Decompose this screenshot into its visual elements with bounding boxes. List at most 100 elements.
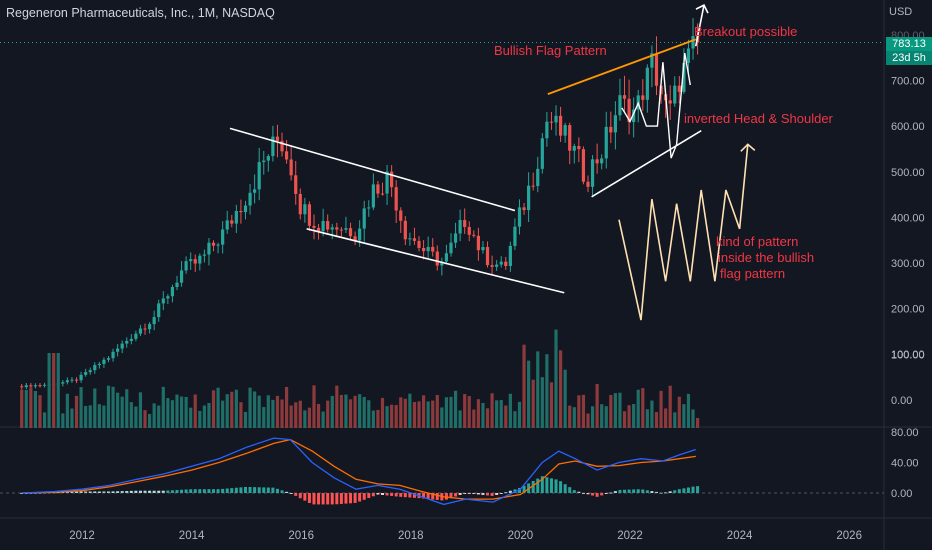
- candle-body: [298, 193, 302, 215]
- annotation-pattern-line3: flag pattern: [720, 266, 785, 281]
- volume-bar: [495, 400, 499, 428]
- macd-histogram-bar: [75, 491, 79, 493]
- volume-bar: [298, 400, 302, 428]
- volume-bar: [179, 396, 184, 428]
- macd-histogram-bar: [435, 493, 439, 500]
- macd-histogram-bar: [536, 478, 540, 493]
- volume-bar: [230, 391, 234, 428]
- macd-histogram-bar: [422, 493, 426, 499]
- candle-body: [362, 208, 366, 229]
- candle-body: [116, 348, 120, 352]
- candle-body: [645, 67, 649, 100]
- volume-bar: [540, 377, 544, 428]
- candle-body: [568, 125, 572, 151]
- volume-bar: [330, 395, 334, 428]
- time-tick-label: 2022: [617, 530, 643, 542]
- candle-body: [321, 221, 325, 232]
- candle-body: [572, 146, 576, 151]
- volume-bar: [216, 387, 220, 428]
- macd-histogram-bar: [230, 488, 234, 493]
- candle-body: [431, 246, 435, 252]
- candle-body: [303, 204, 307, 215]
- time-tick-label: 2016: [288, 530, 314, 542]
- candle-body: [129, 338, 133, 341]
- candle-body: [371, 184, 375, 208]
- macd-histogram-bar: [216, 489, 220, 493]
- macd-histogram-bar: [262, 487, 266, 493]
- volume-bar: [536, 351, 540, 428]
- inverted-hs-drawing: [675, 52, 691, 145]
- candle-body: [444, 253, 449, 262]
- macd-histogram-bar: [554, 479, 558, 493]
- candle-body: [531, 185, 535, 187]
- candle-body: [376, 184, 380, 194]
- volume-bar: [97, 404, 101, 428]
- candle-body: [211, 242, 216, 246]
- candle-body: [33, 385, 38, 387]
- macd-histogram-bar: [454, 493, 458, 497]
- macd-histogram-bar: [595, 493, 599, 497]
- macd-histogram-bar: [102, 491, 106, 493]
- candle-body: [682, 62, 686, 92]
- candle-body: [175, 282, 179, 287]
- symbol-title[interactable]: Regeneron Pharmaceuticals, Inc., 1M, NAS…: [6, 6, 275, 20]
- candle-body: [84, 372, 88, 375]
- candle-body: [522, 207, 526, 211]
- candle-body: [604, 126, 608, 159]
- volume-bar: [664, 408, 668, 428]
- macd-histogram-bar: [152, 490, 156, 493]
- candle-body: [147, 324, 152, 330]
- candle-body: [472, 234, 476, 236]
- volume-bar: [38, 395, 42, 428]
- candle-body: [339, 229, 343, 231]
- candle-body: [312, 225, 316, 228]
- candle-body: [609, 126, 613, 133]
- candle-body: [632, 109, 636, 123]
- candle-body: [348, 228, 353, 237]
- macd-histogram-bar: [271, 487, 275, 493]
- volume-bar: [380, 397, 385, 428]
- candle-body: [540, 138, 544, 169]
- volume-bar: [677, 396, 681, 428]
- volume-bar: [193, 394, 197, 428]
- macd-histogram-bar: [148, 490, 152, 493]
- candle-body: [221, 229, 225, 245]
- candle-body: [120, 343, 124, 349]
- macd-histogram-bar: [335, 493, 339, 505]
- candle-body: [513, 226, 517, 246]
- macd-histogram-bar: [298, 493, 302, 499]
- candle-body: [152, 317, 156, 325]
- volume-bar: [463, 394, 467, 428]
- candle-body: [330, 227, 334, 230]
- candle-body: [467, 226, 471, 235]
- candle-body: [243, 205, 248, 213]
- macd-histogram-bar: [495, 493, 499, 495]
- volume-bar: [613, 393, 617, 428]
- volume-bar: [641, 388, 645, 428]
- volume-bar: [353, 395, 357, 428]
- macd-histogram-bar: [275, 488, 279, 493]
- macd-histogram-bar: [586, 493, 590, 495]
- volume-bar: [508, 393, 512, 428]
- volume-bar: [682, 404, 686, 428]
- candle-body: [24, 385, 28, 388]
- candle-body: [248, 192, 252, 206]
- macd-histogram-bar: [600, 493, 604, 496]
- candle-body: [70, 379, 74, 381]
- candle-body: [654, 53, 659, 86]
- candle-body: [184, 261, 188, 271]
- candle-body: [476, 235, 480, 251]
- candle-body: [426, 246, 430, 252]
- volume-bar: [417, 401, 421, 428]
- volume-bar: [531, 379, 535, 428]
- macd-histogram-bar: [540, 476, 544, 493]
- volume-bar: [348, 399, 353, 428]
- volume-bar: [604, 406, 608, 428]
- candle-body: [408, 238, 412, 240]
- volume-bar: [189, 407, 193, 428]
- macd-histogram-bar: [180, 489, 184, 493]
- macd-histogram-bar: [312, 493, 316, 505]
- candle-body: [367, 207, 371, 209]
- candle-body: [490, 265, 494, 267]
